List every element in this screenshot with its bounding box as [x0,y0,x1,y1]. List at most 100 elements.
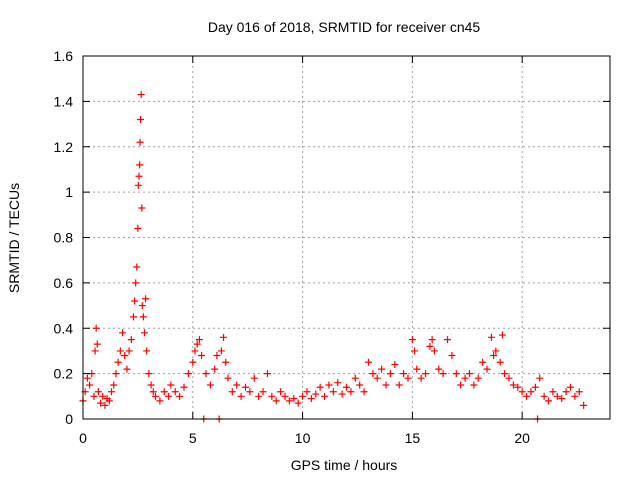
data-point [343,383,350,391]
y-tick-label: 0.2 [54,366,74,382]
data-point [356,381,364,389]
data-point [119,329,127,337]
data-point [312,390,320,398]
data-point [250,374,258,382]
data-point [195,336,203,344]
data-point [143,347,151,355]
data-point [105,397,113,405]
x-axis-label: GPS time / hours [291,457,398,473]
data-point [483,365,491,373]
data-point [281,392,289,400]
data-point [505,374,513,382]
plot-frame [82,55,611,420]
data-point [351,374,359,382]
data-point [224,374,232,382]
data-point [329,388,337,396]
data-point [255,392,263,400]
data-point [558,395,566,403]
data-point [147,381,155,389]
x-tick-label: 10 [295,430,311,446]
data-point [378,365,386,373]
data-point [457,381,465,389]
data-point [571,392,579,400]
data-point [140,329,148,337]
data-point [108,388,116,396]
data-point [211,365,219,373]
data-point [92,324,100,332]
data-point [110,381,118,389]
data-point [360,388,368,396]
data-point [444,336,452,344]
y-tick-label: 1.6 [54,48,74,64]
data-point [277,388,285,396]
data-point [299,392,307,400]
y-axis-label: SRMTID / TECUs [6,183,22,293]
data-point [189,358,197,366]
data-point [338,390,346,398]
data-point [134,224,142,232]
data-point [448,351,456,359]
data-point [101,401,109,409]
data-point [369,370,377,378]
data-point [316,383,324,391]
data-point [334,379,342,387]
data-point [142,295,150,303]
y-tick-label: 1.4 [54,93,74,109]
data-point [130,313,138,321]
data-point [479,358,487,366]
data-point [417,374,425,382]
data-point [91,347,99,355]
data-point [136,161,144,169]
data-point [193,340,201,348]
data-point [474,374,482,382]
data-point [518,388,526,396]
data-point [575,388,583,396]
data-point [127,336,135,344]
axis-ticks: 0 0.2 0.4 0.6 0.8 1 1.2 1.4 1.6 0 5 10 15 20 [54,48,610,446]
data-point [86,381,94,389]
data-point [490,351,498,359]
data-point [294,399,302,407]
data-point [171,388,179,396]
data-point [116,347,124,355]
data-point [496,358,504,366]
x-tick-label: 5 [189,430,197,446]
data-point [408,336,416,344]
data-point [94,388,102,396]
data-point [233,381,241,389]
y-tick-label: 0 [65,411,73,427]
data-point [241,383,249,391]
data-point [553,392,561,400]
data-point [246,388,254,396]
data-point [321,392,329,400]
data-point [259,388,267,396]
data-point [167,381,175,389]
data-point [303,388,311,396]
data-point [99,392,107,400]
data-point [112,370,120,378]
data-point [439,370,447,378]
data-point [134,181,142,189]
grid-lines [83,56,610,419]
data-point [202,370,210,378]
data-point [545,397,553,405]
data-point [523,392,531,400]
data-point [422,370,430,378]
data-point [184,370,192,378]
data-point [527,388,535,396]
y-tick-label: 0.8 [54,230,74,246]
data-point [487,333,495,341]
data-point [325,381,333,389]
data-point [531,383,539,391]
data-point [566,383,574,391]
data-point [213,351,221,359]
data-point [395,381,403,389]
x-tick-label: 15 [405,430,421,446]
data-point [272,397,280,405]
data-point [121,351,129,359]
data-point [386,370,394,378]
data-point [237,392,245,400]
data-point [217,347,225,355]
data-point [263,370,271,378]
data-point [220,333,228,341]
